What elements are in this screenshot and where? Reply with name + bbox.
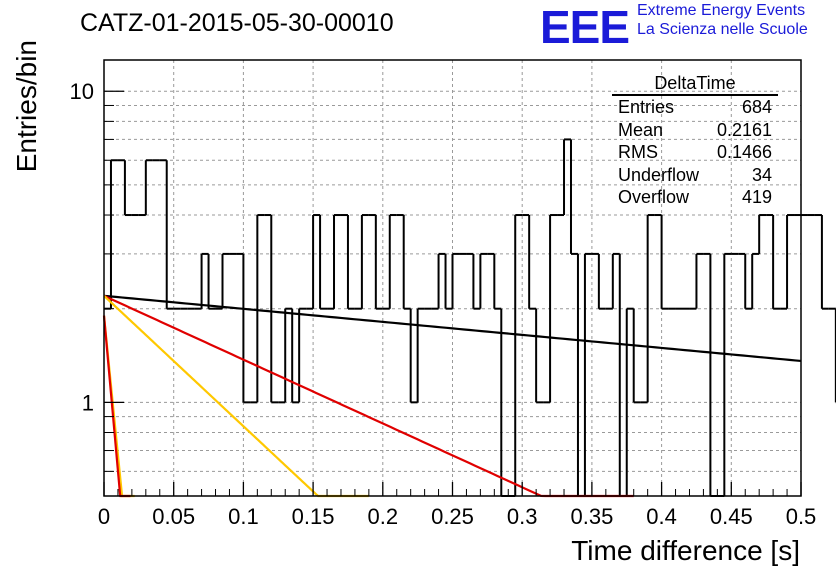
x-tick-label: 0.1 bbox=[228, 504, 259, 529]
fit-curve bbox=[103, 294, 634, 498]
x-tick-label: 0.5 bbox=[786, 504, 817, 529]
stats-value: 0.1466 bbox=[716, 142, 772, 162]
stats-value: 419 bbox=[741, 187, 772, 207]
logo-caption-line2: La Scienza nelle Scuole bbox=[637, 21, 808, 38]
x-tick-label: 0.3 bbox=[507, 504, 538, 529]
x-tick-label: 0.05 bbox=[152, 504, 195, 529]
tick-labels: 0 0.05 0.1 0.15 0.2 0.25 0.3 0.35 0.4 0.45 0.5 1 10 bbox=[70, 79, 817, 529]
stats-label: RMS bbox=[618, 142, 658, 162]
stats-title: DeltaTime bbox=[612, 73, 778, 96]
stats-row: Underflow 34 bbox=[612, 164, 778, 187]
x-tick-label: 0.2 bbox=[368, 504, 399, 529]
x-tick-label: 0.25 bbox=[431, 504, 474, 529]
stats-label: Underflow bbox=[618, 164, 700, 185]
stats-label: Mean bbox=[618, 119, 664, 140]
fit-curve bbox=[102, 315, 131, 498]
x-tick-label: 0.35 bbox=[570, 504, 613, 529]
stats-value: 34 bbox=[751, 164, 772, 185]
stats-row: RMS 0.1466 bbox=[612, 141, 778, 164]
stats-label: Entries bbox=[618, 97, 675, 117]
y-tick-label: 10 bbox=[70, 79, 94, 104]
histogram bbox=[104, 138, 836, 497]
y-tick-label: 1 bbox=[82, 390, 94, 415]
stats-label: Overflow bbox=[618, 187, 690, 207]
stats-row: Mean 0.2161 bbox=[612, 119, 778, 142]
x-tick-label: 0.4 bbox=[646, 504, 677, 529]
stats-row: Overflow 419 bbox=[612, 186, 778, 209]
stats-value: 0.2161 bbox=[716, 119, 772, 140]
eee-logo: EEE bbox=[540, 1, 630, 53]
stats-value: 684 bbox=[741, 97, 772, 117]
x-tick-label: 0 bbox=[98, 504, 110, 529]
axis-ticks bbox=[103, 90, 802, 496]
y-axis-label: Entries/bin bbox=[11, 40, 42, 172]
logo-caption-line1: Extreme Energy Events bbox=[637, 2, 806, 19]
stats-row: Entries 684 bbox=[612, 96, 778, 119]
x-tick-label: 0.45 bbox=[710, 504, 753, 529]
run-title: CATZ-01-2015-05-30-00010 bbox=[80, 9, 394, 37]
fit-curve bbox=[103, 294, 802, 363]
x-tick-label: 0.15 bbox=[292, 504, 335, 529]
fit-curve bbox=[102, 315, 135, 498]
fit-curve bbox=[103, 295, 369, 498]
statistics-box: DeltaTime Entries 684 Mean 0.2161 RMS 0.… bbox=[612, 73, 778, 209]
x-axis-label: Time difference [s] bbox=[571, 535, 800, 566]
